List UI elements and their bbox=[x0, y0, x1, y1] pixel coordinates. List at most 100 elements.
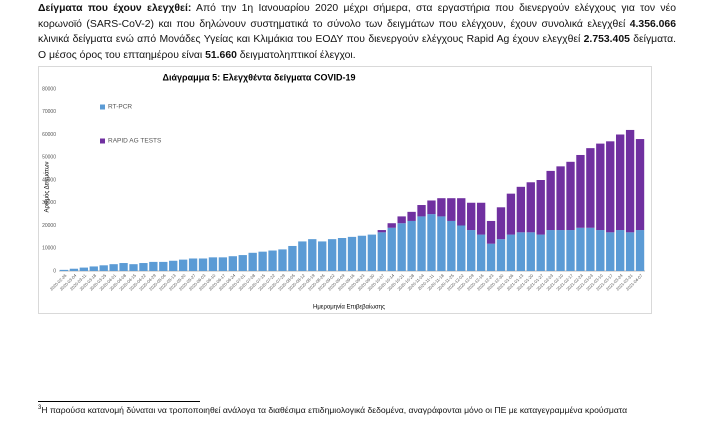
bar bbox=[546, 230, 555, 271]
bar bbox=[576, 154, 585, 228]
chart-box: Διάγραμμα 5: Ελεγχθέντα δείγματα COVID-1… bbox=[38, 66, 652, 314]
chart: Διάγραμμα 5: Ελεγχθέντα δείγματα COVID-1… bbox=[42, 72, 645, 311]
bar bbox=[139, 263, 148, 271]
footnote-text: Η παρούσα κατανομή δύναται να τροποποιηθ… bbox=[41, 405, 628, 415]
chart-title: Διάγραμμα 5: Ελεγχθέντα δείγματα COVID-1… bbox=[163, 72, 356, 82]
bar bbox=[556, 230, 565, 271]
bar bbox=[496, 207, 506, 240]
bar bbox=[198, 258, 208, 271]
heading: Δείγματα που έχουν ελεγχθεί: bbox=[38, 3, 192, 14]
bar bbox=[417, 205, 426, 217]
bar bbox=[447, 220, 456, 271]
bar bbox=[129, 264, 138, 271]
bar bbox=[119, 263, 128, 271]
y-tick-label: 10000 bbox=[42, 246, 56, 252]
bar bbox=[576, 227, 585, 271]
bar bbox=[149, 261, 158, 271]
bar bbox=[615, 230, 625, 271]
y-tick-label: 30000 bbox=[42, 200, 56, 206]
bar bbox=[476, 234, 486, 271]
bar bbox=[417, 216, 426, 271]
bar bbox=[486, 220, 496, 244]
bar bbox=[586, 227, 595, 271]
y-tick-label: 20000 bbox=[42, 223, 56, 229]
bar bbox=[109, 264, 118, 271]
bar bbox=[268, 250, 277, 271]
bar bbox=[457, 225, 466, 271]
bar bbox=[625, 232, 635, 271]
bar bbox=[625, 129, 635, 233]
bar bbox=[387, 227, 396, 271]
y-tick-label: 80000 bbox=[42, 86, 56, 92]
bar bbox=[89, 266, 98, 271]
bar bbox=[318, 241, 327, 271]
bar bbox=[467, 230, 476, 271]
bar bbox=[377, 232, 386, 271]
bar bbox=[397, 223, 406, 271]
bar bbox=[536, 180, 545, 235]
bar bbox=[367, 234, 377, 271]
bar bbox=[635, 139, 645, 231]
y-tick-label: 70000 bbox=[42, 109, 56, 115]
bar bbox=[288, 245, 297, 271]
number: 2.753.405 bbox=[583, 34, 630, 45]
number: 51.660 bbox=[205, 49, 237, 61]
bar bbox=[427, 214, 436, 271]
bar bbox=[298, 241, 307, 271]
bar bbox=[556, 166, 565, 231]
bar bbox=[447, 198, 456, 221]
bar bbox=[79, 267, 89, 271]
bar bbox=[407, 220, 416, 271]
bar bbox=[457, 198, 466, 226]
bar bbox=[536, 234, 545, 271]
number: 4.356.066 bbox=[629, 18, 676, 30]
bar bbox=[496, 239, 506, 271]
y-tick-label: 60000 bbox=[42, 132, 56, 138]
y-tick-label: 0 bbox=[53, 268, 56, 274]
bar bbox=[238, 255, 247, 271]
bar bbox=[178, 259, 188, 271]
bar bbox=[188, 258, 198, 271]
bar bbox=[308, 239, 317, 271]
bar bbox=[337, 238, 347, 271]
footnote: 3Η παρούσα κατανομή δύναται να τροποποιη… bbox=[38, 405, 627, 415]
bar bbox=[258, 251, 267, 271]
bar bbox=[586, 148, 595, 228]
bar bbox=[606, 141, 615, 233]
bar bbox=[407, 211, 416, 221]
bar bbox=[486, 243, 496, 271]
bar bbox=[437, 198, 446, 217]
bar bbox=[615, 134, 625, 231]
bar bbox=[566, 161, 575, 231]
bar bbox=[159, 261, 168, 271]
y-tick-label: 40000 bbox=[42, 177, 56, 183]
bar bbox=[437, 216, 446, 271]
bar bbox=[546, 170, 555, 231]
intro-paragraph: Δείγματα που έχουν ελεγχθεί: Από την 1η … bbox=[38, 1, 676, 63]
legend-swatch bbox=[100, 104, 105, 110]
bar bbox=[278, 249, 287, 271]
bar bbox=[516, 186, 526, 233]
bar bbox=[506, 193, 516, 235]
bar bbox=[467, 202, 476, 231]
bar bbox=[99, 265, 108, 271]
text: κλινικά δείγματα ενώ από Μονάδες Υγείας … bbox=[38, 34, 584, 45]
bar bbox=[59, 269, 69, 271]
bar bbox=[169, 260, 178, 271]
bar bbox=[526, 232, 535, 271]
bar bbox=[387, 223, 396, 228]
legend-label: RT-PCR bbox=[108, 104, 132, 111]
footnote-marker: 3 bbox=[38, 405, 42, 412]
bar bbox=[506, 234, 516, 271]
bar bbox=[228, 256, 237, 271]
y-tick-label: 50000 bbox=[42, 155, 56, 161]
bar bbox=[208, 257, 218, 271]
bar bbox=[357, 235, 367, 271]
text: δειγματοληπτικοί έλεγχοι. bbox=[236, 49, 356, 61]
bar bbox=[596, 143, 605, 231]
bar bbox=[377, 230, 386, 233]
legend-swatch bbox=[100, 138, 105, 144]
bar bbox=[347, 236, 357, 271]
bar bbox=[606, 232, 615, 271]
bar bbox=[248, 252, 257, 271]
